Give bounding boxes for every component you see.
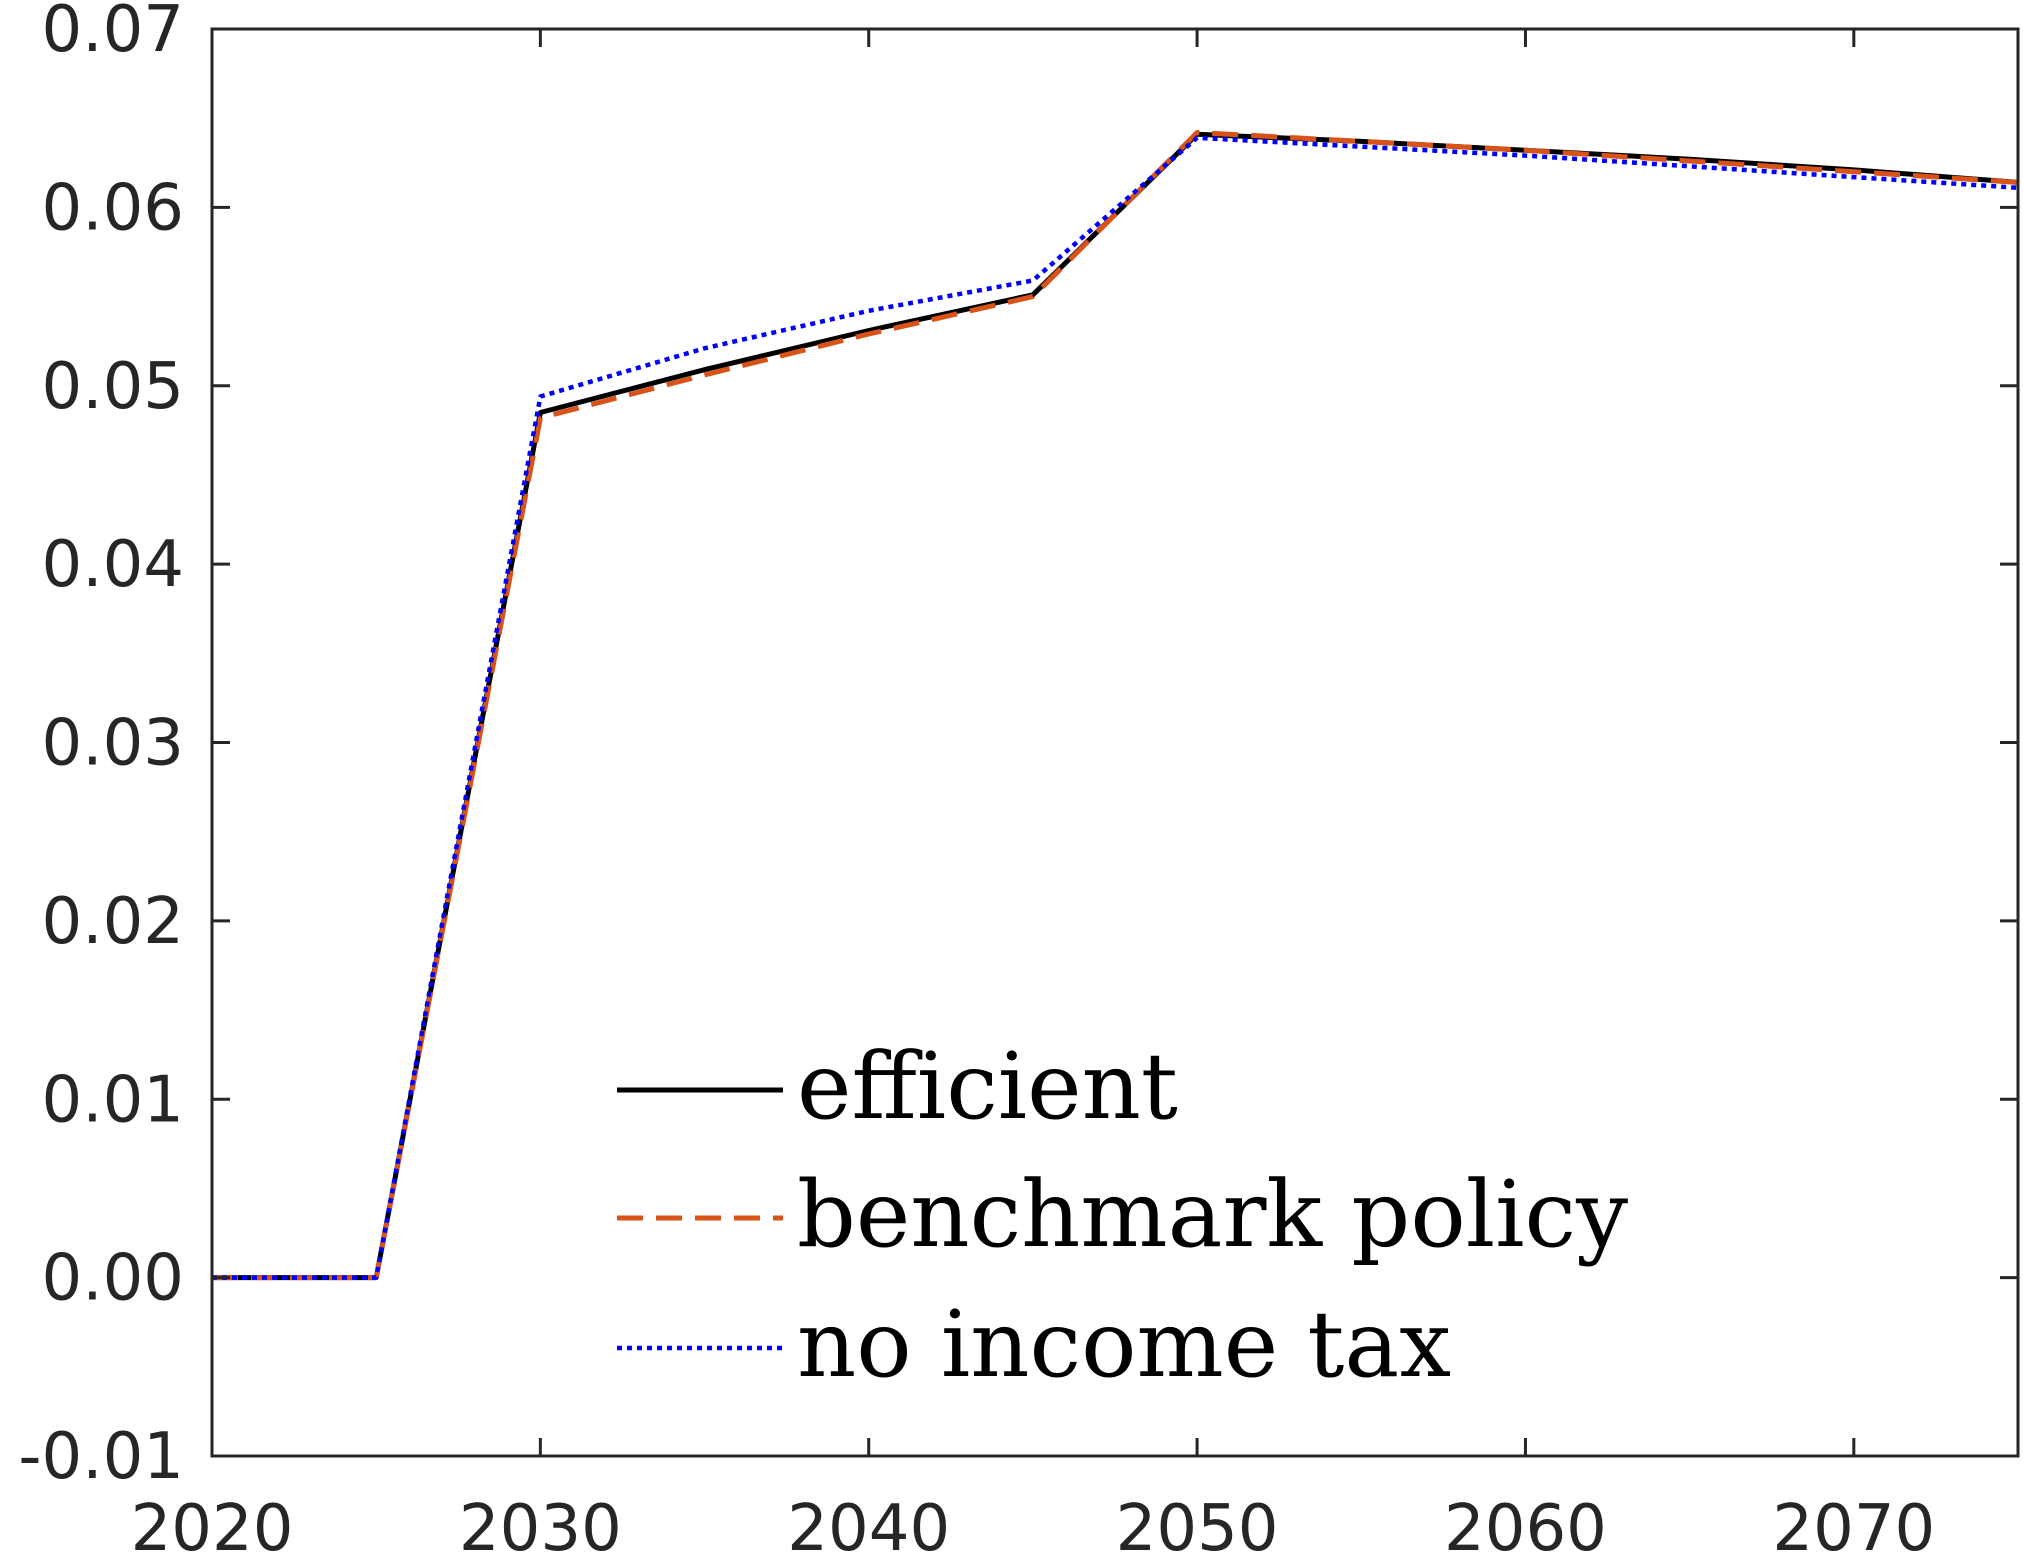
legend-label: efficient <box>797 1033 1178 1140</box>
y-tick-label: 0.02 <box>42 885 185 959</box>
y-tick-label: 0.05 <box>42 350 185 424</box>
y-tick-label: 0.04 <box>42 528 185 602</box>
x-tick-label: 2070 <box>1772 1492 1935 1554</box>
x-tick-label: 2030 <box>459 1492 622 1554</box>
y-tick-label: -0.01 <box>18 1420 184 1494</box>
y-tick-label: 0.07 <box>42 0 185 67</box>
y-tick-label: 0.00 <box>42 1242 185 1316</box>
x-tick-label: 2040 <box>787 1492 950 1554</box>
series-line-benchmark-policy <box>212 130 2019 1281</box>
y-tick-label: 0.01 <box>42 1063 185 1137</box>
legend-label: no income tax <box>797 1291 1451 1398</box>
y-tick-label: 0.06 <box>42 171 185 245</box>
series-line-no-income-tax <box>212 135 2019 1280</box>
x-tick-label: 2060 <box>1444 1492 1607 1554</box>
axis-ticks: 2020 2030 2040 2050 2060 2070 -0.01 0.00 0.01 0.0… <box>18 0 2018 1554</box>
x-tick-label: 2050 <box>1116 1492 1279 1554</box>
x-tick-label: 2020 <box>131 1492 294 1554</box>
y-tick-label: 0.03 <box>42 707 185 781</box>
legend: efficient benchmark policy no income tax <box>617 1033 1628 1398</box>
legend-label: benchmark policy <box>797 1161 1628 1268</box>
series-lines <box>212 130 2019 1281</box>
